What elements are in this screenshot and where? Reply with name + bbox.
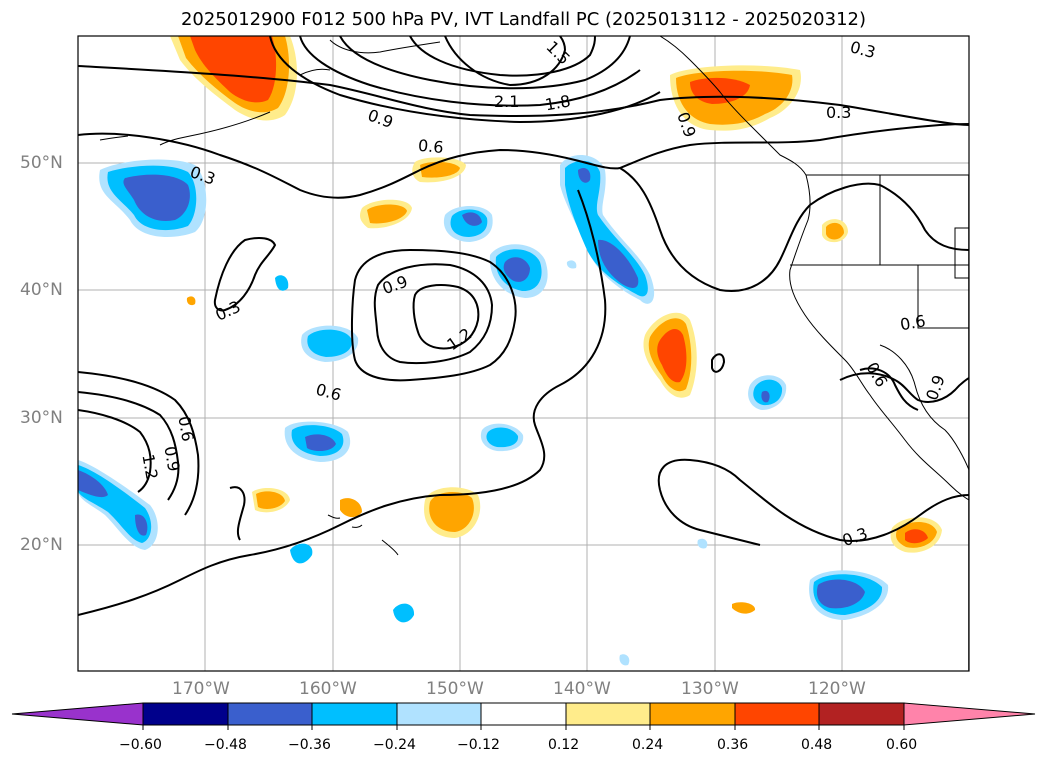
colorbar-bin (142, 702, 229, 726)
colorbar-tick-label: −0.48 (204, 737, 247, 753)
colorbar-tick-label: 0.12 (548, 737, 580, 753)
colorbar-max-extend (903, 702, 1036, 726)
contour-label: 0.6 (417, 136, 444, 157)
lon-label: 130°W (681, 679, 739, 699)
lon-label: 150°W (426, 679, 484, 699)
lon-label: 160°W (299, 679, 357, 699)
colorbar (11, 702, 1036, 730)
negative-ivt-patches (78, 154, 889, 666)
lat-label: 30°N (20, 408, 63, 428)
colorbar-bin (818, 702, 905, 726)
colorbar-tick-label: 0.60 (886, 737, 918, 753)
contour-label: 1.8 (544, 91, 572, 114)
positive-ivt-patches (170, 36, 942, 614)
colorbar-bin (396, 702, 482, 726)
lat-label: 50°N (20, 153, 63, 173)
lon-label: 120°W (808, 679, 866, 699)
colorbar-bin (311, 702, 398, 726)
colorbar-bin (649, 702, 736, 726)
pv-contours (78, 36, 969, 616)
colorbar-tick-label: −0.12 (457, 737, 500, 753)
lat-label: 40°N (20, 280, 63, 300)
contour-label: 1.2 (138, 453, 161, 481)
colorbar-bin (480, 702, 567, 726)
colorbar-ticks (142, 725, 905, 730)
colorbar-tick-label: 0.48 (801, 737, 833, 753)
map-background (78, 36, 969, 671)
colorbar-tick-label: −0.36 (288, 737, 331, 753)
contour-label: 0.6 (174, 415, 197, 443)
colorbar-tick-label: 0.36 (717, 737, 749, 753)
contour-label: 0.3 (826, 103, 851, 122)
lon-label: 170°W (172, 679, 230, 699)
colorbar-tick-label: −0.24 (373, 737, 416, 753)
colorbar-min-extend (11, 702, 144, 726)
colorbar-tick-label: 0.24 (632, 737, 664, 753)
colorbar-bin (734, 702, 820, 726)
contour-label: 2.1 (494, 92, 519, 111)
map-title: 2025012900 F012 500 hPa PV, IVT Landfall… (180, 9, 867, 30)
colorbar-bin (565, 702, 651, 726)
colorbar-tick-label: −0.60 (119, 737, 162, 753)
map-frame (77, 35, 970, 672)
lat-label: 20°N (20, 535, 63, 555)
contour-label: 0.9 (160, 445, 183, 473)
lon-label: 140°W (553, 679, 611, 699)
contour-label: 0.6 (899, 311, 927, 334)
colorbar-bin (227, 702, 313, 726)
